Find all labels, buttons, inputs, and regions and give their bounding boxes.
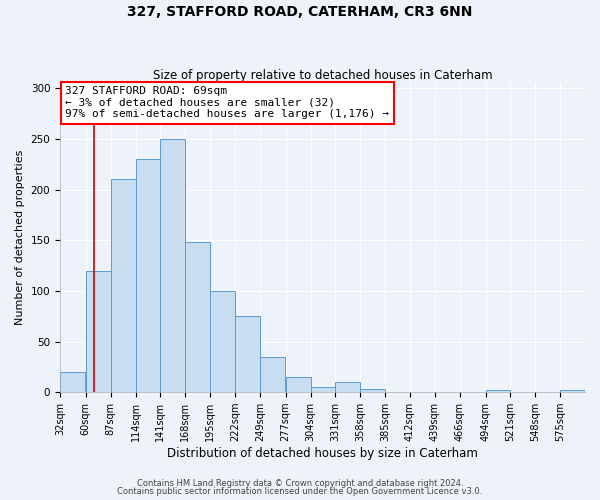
X-axis label: Distribution of detached houses by size in Caterham: Distribution of detached houses by size … [167, 447, 478, 460]
Text: 327, STAFFORD ROAD, CATERHAM, CR3 6NN: 327, STAFFORD ROAD, CATERHAM, CR3 6NN [127, 5, 473, 19]
Bar [286, 377, 311, 392]
Bar [185, 242, 210, 392]
Bar [335, 382, 360, 392]
Text: 327 STAFFORD ROAD: 69sqm
← 3% of detached houses are smaller (32)
97% of semi-de: 327 STAFFORD ROAD: 69sqm ← 3% of detache… [65, 86, 389, 120]
Bar [360, 389, 385, 392]
Text: Contains public sector information licensed under the Open Government Licence v3: Contains public sector information licen… [118, 487, 482, 496]
Bar [86, 270, 110, 392]
Bar [210, 291, 235, 392]
Bar [560, 390, 585, 392]
Y-axis label: Number of detached properties: Number of detached properties [15, 150, 25, 326]
Bar [136, 159, 160, 392]
Bar [60, 372, 85, 392]
Bar [235, 316, 260, 392]
Bar [110, 180, 136, 392]
Text: Contains HM Land Registry data © Crown copyright and database right 2024.: Contains HM Land Registry data © Crown c… [137, 478, 463, 488]
Title: Size of property relative to detached houses in Caterham: Size of property relative to detached ho… [153, 69, 493, 82]
Bar [485, 390, 511, 392]
Bar [260, 357, 285, 392]
Bar [311, 387, 335, 392]
Bar [160, 139, 185, 392]
